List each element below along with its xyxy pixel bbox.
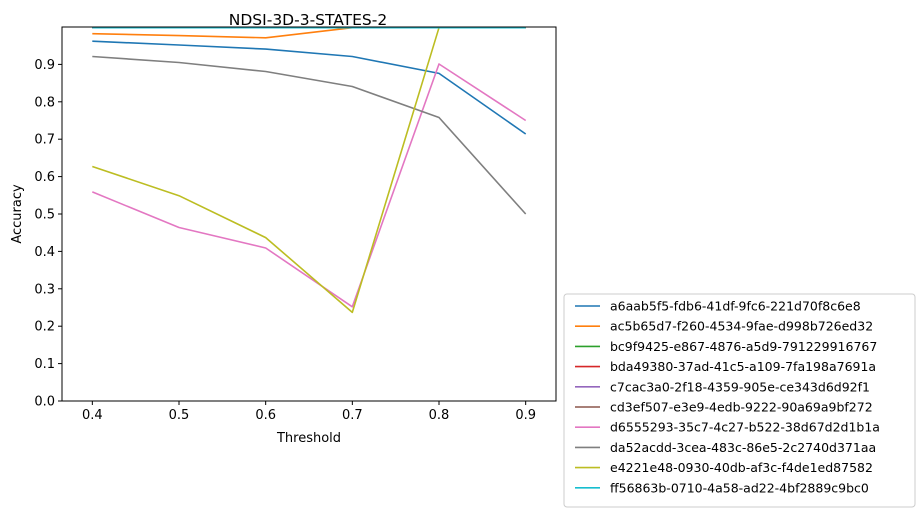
y-axis-title: Accuracy (10, 184, 25, 244)
legend-label: da52acdd-3cea-483c-86e5-2c2740d371aa (610, 440, 876, 455)
legend-label: a6aab5f5-fdb6-41df-9fc6-221d70f8c6e8 (610, 299, 861, 314)
series-line-8 (92, 55, 527, 215)
legend-frame (563, 293, 916, 508)
series-line-7 (91, 63, 527, 308)
x-tick-label: 0.8 (429, 408, 450, 423)
y-tick-label: 0.4 (34, 245, 55, 260)
x-tick-label: 0.6 (255, 408, 276, 423)
y-tick-label: 0.9 (34, 58, 55, 73)
legend: a6aab5f5-fdb6-41df-9fc6-221d70f8c6e8 ac5b… (563, 293, 916, 508)
legend-label: ac5b65d7-f260-4534-9fae-d998b726ed32 (610, 319, 873, 334)
x-tick-label: 0.4 (82, 408, 103, 423)
x-axis: 0.4 0.5 0.6 0.7 0.8 0.9 (82, 401, 536, 423)
legend-label: bda49380-37ad-41c5-a109-7fa198a7691a (610, 359, 876, 374)
legend-label: d6555293-35c7-4c27-b522-38d67d2d1b1a (610, 420, 880, 435)
series-line-2 (92, 26, 526, 39)
y-tick-label: 0.6 (34, 170, 55, 185)
x-axis-title: Threshold (276, 431, 341, 446)
x-tick-label: 0.9 (515, 408, 536, 423)
y-tick-label: 0.7 (34, 133, 55, 148)
legend-label: c7cac3a0-2f18-4359-905e-ce343d6d92f1 (610, 379, 870, 394)
y-tick-label: 0.1 (34, 357, 55, 372)
chart-title: NDSI-3D-3-STATES-2 (229, 11, 387, 29)
plot-frame (61, 26, 557, 402)
series-line-9 (92, 26, 526, 314)
legend-label: ff56863b-0710-4a58-ad22-4bf2889c9bc0 (610, 480, 869, 495)
x-tick-label: 0.7 (342, 408, 363, 423)
y-axis: 0.0 0.1 0.2 0.3 0.4 0.5 0.6 0.7 0.8 0.9 (34, 58, 62, 410)
y-tick-label: 0.8 (34, 95, 55, 110)
legend-label: e4221e48-0930-40db-af3c-f4de1ed87582 (610, 460, 873, 475)
legend-label: cd3ef507-e3e9-4edb-9222-90a69a9bf272 (610, 400, 873, 415)
plot-area (91, 26, 527, 314)
y-tick-label: 0.2 (34, 320, 55, 335)
x-tick-label: 0.5 (169, 408, 190, 423)
series-line-1 (92, 40, 527, 135)
legend-label: bc9f9425-e867-4876-a5d9-791229916767 (610, 339, 877, 354)
y-tick-label: 0.5 (34, 208, 55, 223)
y-tick-label: 0.0 (34, 395, 55, 410)
y-tick-label: 0.3 (34, 282, 55, 297)
